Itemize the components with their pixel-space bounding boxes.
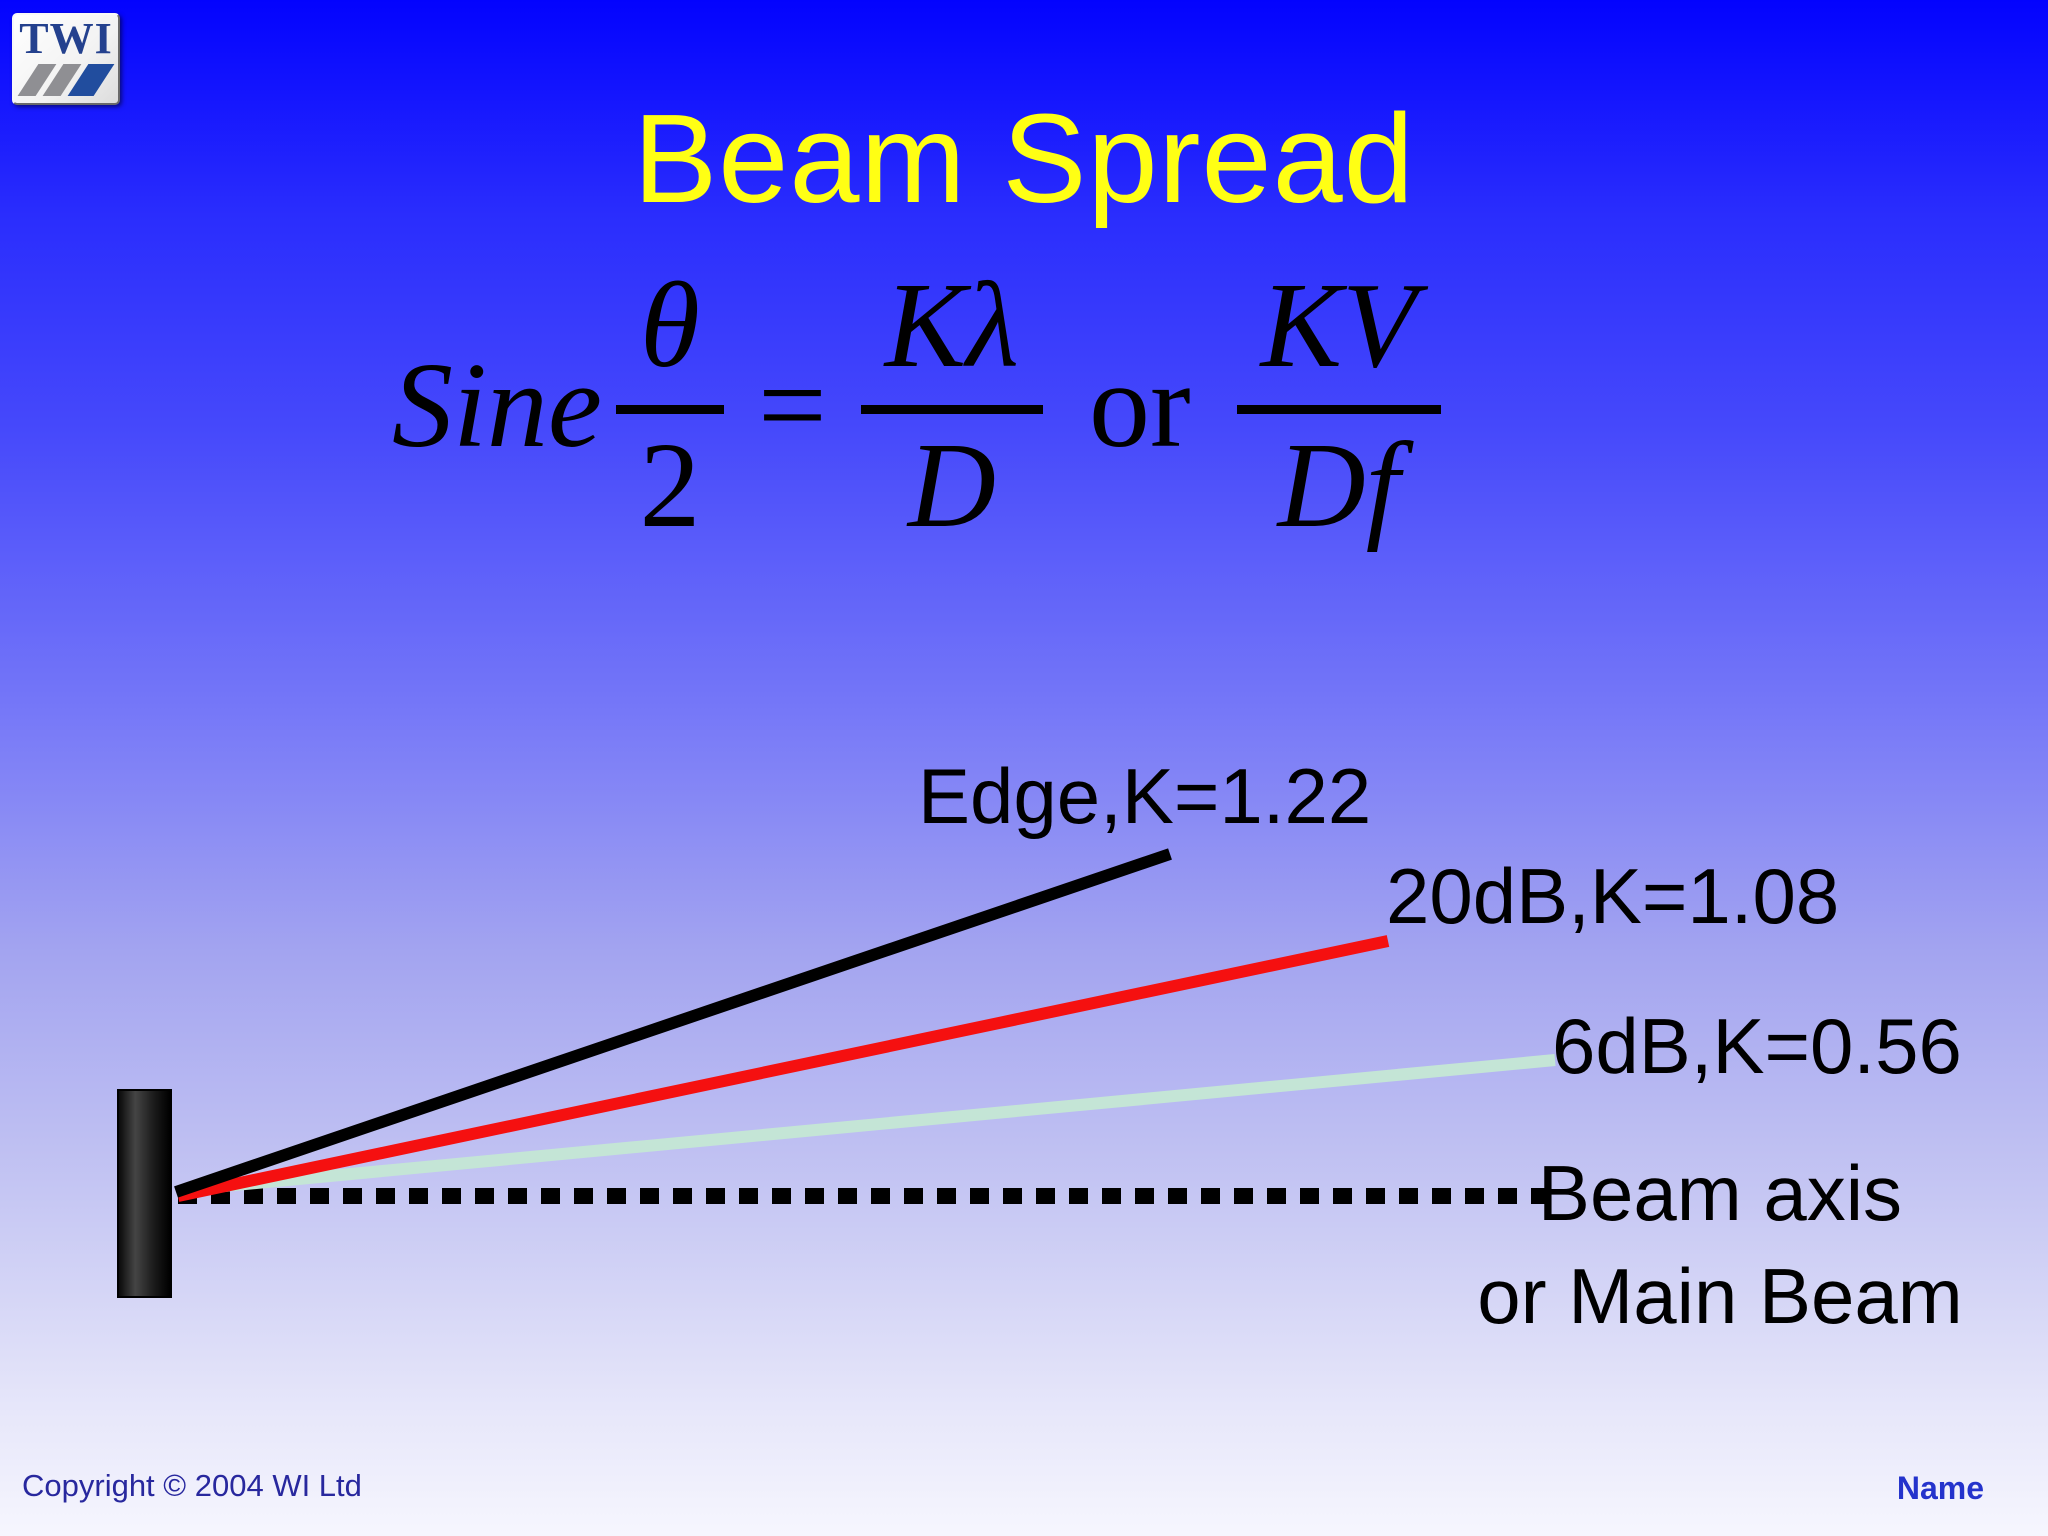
author-name-placeholder: Name xyxy=(1896,1470,1984,1506)
twenty-db-line xyxy=(176,935,1390,1202)
formula-fraction-theta-2: θ 2 xyxy=(616,258,724,554)
six-db-line xyxy=(181,1054,1556,1196)
formula-df: Df xyxy=(1277,417,1400,553)
formula-fraction-klambda-d: Kλ D xyxy=(860,258,1044,554)
formula-sine: Sine xyxy=(392,338,603,474)
page-title: Beam Spread xyxy=(633,88,1415,229)
beam-axis-label-line1: Beam axis xyxy=(1537,1149,1903,1237)
edge-line xyxy=(174,848,1172,1198)
transducer-crystal xyxy=(117,1089,172,1298)
formula-or: or xyxy=(1089,338,1191,474)
formula-k-lambda: Kλ xyxy=(860,258,1044,414)
twi-logo: TWI xyxy=(12,13,120,105)
twi-logo-text: TWI xyxy=(19,14,113,63)
beam-spread-formula: Sine θ 2 = Kλ D or KV Df xyxy=(392,258,1441,554)
edge-line-label: Edge,K=1.22 xyxy=(918,752,1372,840)
copyright-text: Copyright © 2004 WI Ltd xyxy=(22,1468,362,1503)
twenty-db-line-label: 20dB,K=1.08 xyxy=(1386,852,1840,940)
formula-equals: = xyxy=(757,338,827,474)
beam-axis-label: Beam axis or Main Beam xyxy=(1420,1142,2020,1348)
beam-axis-label-line2: or Main Beam xyxy=(1477,1251,1963,1340)
formula-kv: KV xyxy=(1236,258,1441,414)
formula-d: D xyxy=(907,417,996,553)
formula-fraction-kv-df: KV Df xyxy=(1236,258,1441,554)
six-db-line-label: 6dB,K=0.56 xyxy=(1552,1002,1962,1090)
formula-two: 2 xyxy=(639,417,701,553)
formula-theta: θ xyxy=(616,258,724,414)
